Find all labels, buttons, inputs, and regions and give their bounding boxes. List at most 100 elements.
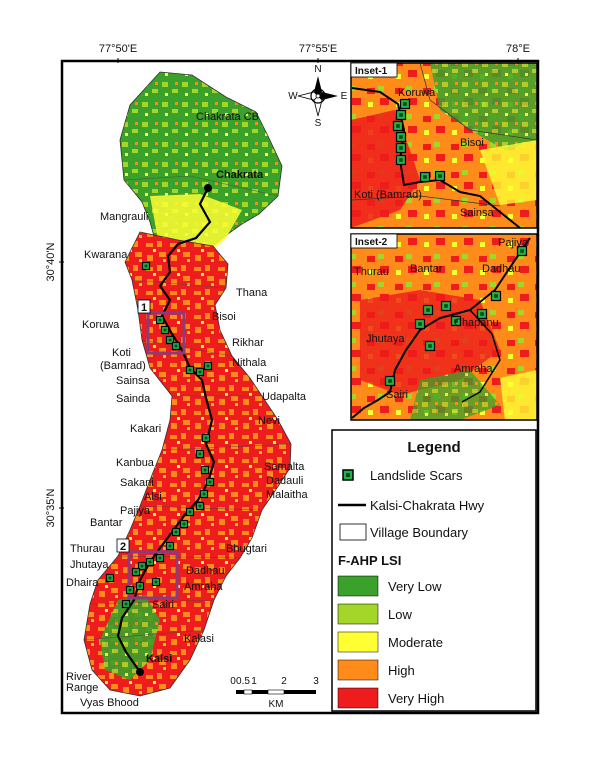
frame-ticks bbox=[59, 58, 519, 509]
legend: Legend Landslide Scars Kalsi-Chakrata Hw… bbox=[331, 429, 537, 712]
landslide-scar-marker-center bbox=[399, 113, 403, 117]
coord-top-3: 78°E bbox=[506, 43, 530, 55]
scale-seg-2 bbox=[243, 689, 253, 695]
landslide-scar-marker-center bbox=[158, 318, 162, 322]
landslide-scar-marker-center bbox=[188, 368, 192, 372]
inset-1-label-bisoi: Bisoi bbox=[460, 137, 484, 149]
landslide-scar-marker-center bbox=[396, 124, 400, 128]
label-kanbua: Kanbua bbox=[116, 457, 155, 469]
label-udapalta: Udapalta bbox=[262, 391, 307, 403]
legend-moderate-label: Moderate bbox=[388, 635, 443, 650]
inset-1-boundary bbox=[351, 62, 538, 207]
legend-low-label: Low bbox=[388, 607, 412, 622]
scale-tick-2: 2 bbox=[281, 676, 287, 687]
landslide-scar-marker-center bbox=[128, 588, 132, 592]
coord-top-1: 77°50'E bbox=[99, 43, 137, 55]
label-bantar: Bantar bbox=[90, 517, 123, 529]
compass-rose-icon bbox=[297, 76, 338, 117]
label-thana: Thana bbox=[236, 287, 268, 299]
scale-unit: KM bbox=[269, 699, 284, 710]
legend-scars-label: Landslide Scars bbox=[370, 468, 463, 483]
label-malaitha: Malaitha bbox=[266, 489, 308, 501]
landslide-scar-marker-center bbox=[520, 249, 524, 253]
landslide-scar-marker-center bbox=[198, 370, 202, 374]
label-pajiya: Pajiya bbox=[120, 505, 151, 517]
landslide-scar-marker-center bbox=[134, 570, 138, 574]
compass-s: S bbox=[315, 118, 322, 129]
inset-1-title: Inset-1 bbox=[355, 66, 388, 77]
label-koti: Koti bbox=[112, 347, 131, 359]
landslide-scar-marker-center bbox=[124, 602, 128, 606]
label-kakari: Kakari bbox=[130, 423, 161, 435]
scale-tick-0: 0 bbox=[230, 676, 236, 687]
inset-1-border bbox=[350, 62, 538, 229]
landslide-scar-marker-center bbox=[198, 504, 202, 508]
village-boundaries bbox=[83, 175, 292, 641]
kalsi-town-marker bbox=[136, 668, 144, 676]
landslide-scar-marker-center bbox=[388, 379, 392, 383]
landslide-scar-marker-center bbox=[454, 319, 458, 323]
coord-left-2: 30°35'N bbox=[45, 488, 57, 527]
zone-corridor bbox=[83, 231, 292, 697]
label-sainda: Sainda bbox=[116, 393, 151, 405]
landslide-scar-marker-center bbox=[206, 364, 210, 368]
label-amraha: Amraha bbox=[184, 581, 223, 593]
landslide-scar-marker-center bbox=[140, 564, 144, 568]
kalsi-label: Kalsi bbox=[146, 653, 172, 665]
label-bhugtari: Bhugtari bbox=[226, 543, 267, 555]
inset-2-yellow-area bbox=[500, 370, 537, 420]
landslide-scar-marker-center bbox=[188, 510, 192, 514]
inset-2-label-chapanu: Chapanu bbox=[454, 317, 499, 329]
label-samalta: Samalta bbox=[264, 461, 305, 473]
legend-title: Legend bbox=[407, 439, 460, 456]
landslide-scar-marker-center bbox=[168, 544, 172, 548]
inset-box-1 bbox=[146, 311, 186, 355]
landslide-scar-marker-center bbox=[163, 328, 167, 332]
inset-2-label-dadhau: Dadhau bbox=[482, 263, 521, 275]
landslide-scar-marker-center bbox=[158, 556, 162, 560]
scale-seg-1 bbox=[236, 690, 244, 694]
landslide-scar-marker-center bbox=[428, 344, 432, 348]
label-bamrad: (Bamrad) bbox=[100, 360, 146, 372]
inset-box-2-label: 2 bbox=[120, 541, 126, 553]
landslide-scar-marker-center bbox=[108, 576, 112, 580]
label-river: River bbox=[66, 671, 92, 683]
legend-high-label: High bbox=[388, 663, 415, 678]
legend-very-high-label: Very High bbox=[388, 691, 444, 706]
landslide-scar-marker-center bbox=[480, 312, 484, 316]
inset-1-landslide-scars bbox=[392, 98, 446, 183]
compass-w: W bbox=[288, 91, 298, 102]
landslide-scar-marker-center bbox=[426, 308, 430, 312]
landslide-scar-marker-center bbox=[174, 344, 178, 348]
study-area bbox=[83, 71, 292, 697]
inset-1: Inset-1 Koruwa Bisoi Koti (Bamrad) Sains… bbox=[350, 62, 538, 229]
landslide-scar-marker-center bbox=[148, 560, 152, 564]
label-thurau: Thurau bbox=[70, 543, 105, 555]
label-kwarana: Kwarana bbox=[84, 249, 128, 261]
landslide-scar-marker-center bbox=[423, 175, 427, 179]
main-landslide-scars bbox=[105, 261, 215, 609]
label-koruwa: Koruwa bbox=[82, 319, 120, 331]
inset-2-hwy-branch bbox=[461, 309, 501, 403]
label-nevi: Nevi bbox=[258, 415, 280, 427]
label-kalasi: Kalasi bbox=[184, 633, 214, 645]
compass-n: N bbox=[314, 64, 321, 75]
scale-seg-4 bbox=[267, 689, 285, 695]
label-sakani: Sakani bbox=[120, 477, 154, 489]
label-dhaira: Dhaira bbox=[66, 577, 99, 589]
landslide-scar-marker-center bbox=[399, 158, 403, 162]
inset-box-1-tag bbox=[137, 299, 151, 314]
inset-2-label-amraha: Amraha bbox=[454, 363, 493, 375]
legend-village-box bbox=[339, 523, 367, 541]
legend-swatch-high bbox=[337, 659, 379, 681]
compass-e: E bbox=[341, 91, 348, 102]
label-sairi: Sairi bbox=[152, 599, 174, 611]
inset-2-border bbox=[350, 233, 538, 421]
inset-1-label-sainsa: Sainsa bbox=[460, 207, 495, 219]
inset-2-label-bantar: Bantar bbox=[410, 263, 443, 275]
label-rani: Rani bbox=[256, 373, 279, 385]
legend-village-label: Village Boundary bbox=[370, 525, 469, 540]
inset-2-label-thurau: Thurau bbox=[354, 266, 389, 278]
label-mangrauli: Mangrauli bbox=[100, 211, 148, 223]
